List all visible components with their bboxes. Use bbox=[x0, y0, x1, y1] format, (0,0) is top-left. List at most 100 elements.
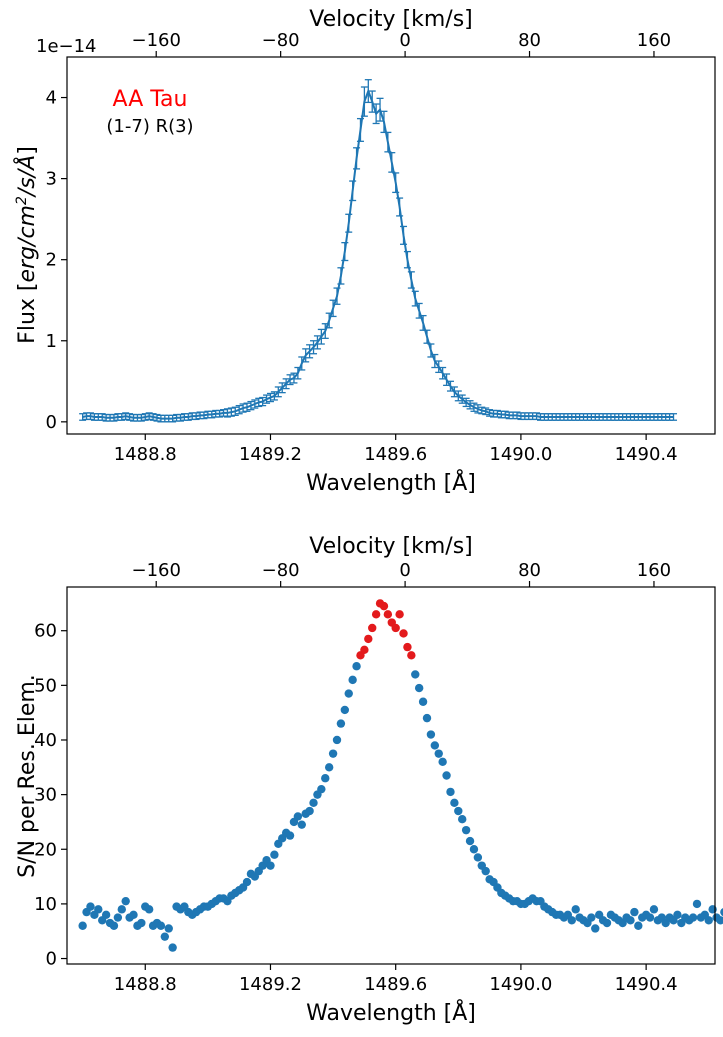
snr-x-axis-label: Wavelength [Å] bbox=[306, 999, 476, 1026]
snr-point bbox=[567, 916, 576, 925]
snr-point bbox=[324, 763, 334, 772]
velocity-tick-label: 0 bbox=[399, 30, 410, 51]
flux-velocity-axis-label: Velocity [km/s] bbox=[309, 7, 473, 32]
snr-point bbox=[160, 932, 170, 941]
snr-point bbox=[293, 812, 303, 821]
snr-point bbox=[602, 918, 612, 928]
velocity-tick-label: 0 bbox=[399, 560, 410, 581]
velocity-tick-label: −80 bbox=[262, 30, 300, 51]
snr-point-highlight bbox=[379, 601, 389, 611]
snr-point bbox=[426, 730, 436, 739]
snr-point bbox=[328, 749, 338, 758]
snr-point bbox=[630, 907, 639, 917]
snr-point bbox=[442, 771, 451, 780]
snr-point bbox=[113, 913, 123, 922]
snr-ticks: 1488.8 1489.2 1489.6 1490.0 1490.4 −160 −80 0 80… bbox=[34, 560, 678, 995]
velocity-tick-label: 80 bbox=[518, 30, 541, 51]
velocity-tick-label: 160 bbox=[637, 30, 671, 51]
flux-ticks: 1488.8 1489.2 1489.6 1490.0 1490.4 −160 −80 0 80… bbox=[46, 30, 678, 465]
snr-point bbox=[473, 853, 483, 862]
x-tick-label: 1489.2 bbox=[239, 444, 302, 465]
x-tick-label: 1489.2 bbox=[239, 974, 302, 995]
velocity-tick-label: −160 bbox=[131, 560, 180, 581]
snr-point bbox=[340, 705, 350, 715]
flux-ylabel-prefix: Flux [ bbox=[15, 283, 40, 344]
snr-point bbox=[305, 806, 314, 816]
snr-point bbox=[352, 662, 361, 671]
x-tick-label: 1488.8 bbox=[114, 974, 177, 995]
snr-point bbox=[86, 902, 95, 911]
snr-point-highlight bbox=[383, 610, 393, 619]
y-tick-label: 1 bbox=[46, 331, 57, 352]
y-tick-label: 60 bbox=[34, 621, 57, 642]
flux-x-axis-label: Wavelength [Å] bbox=[306, 469, 476, 496]
flux-ylabel-expr: erg/cm bbox=[15, 205, 40, 282]
flux-panel: 1488.8 1489.2 1489.6 1490.0 1490.4 −160 −80 0 80… bbox=[13, 7, 716, 496]
snr-point bbox=[297, 820, 306, 829]
snr-point bbox=[446, 787, 455, 797]
transition-annotation: (1-7) R(3) bbox=[106, 116, 193, 137]
x-tick-label: 1490.4 bbox=[615, 974, 678, 995]
velocity-tick-label: −160 bbox=[131, 30, 180, 51]
velocity-tick-label: 80 bbox=[518, 560, 541, 581]
snr-point bbox=[626, 916, 635, 925]
snr-points bbox=[78, 599, 723, 952]
y-tick-label: 40 bbox=[34, 730, 57, 751]
snr-point bbox=[430, 741, 440, 750]
snr-point bbox=[450, 798, 459, 808]
snr-point bbox=[411, 670, 420, 679]
y-tick-label: 20 bbox=[34, 839, 57, 860]
snr-point bbox=[688, 913, 698, 922]
snr-point bbox=[332, 735, 342, 745]
snr-point bbox=[309, 798, 318, 808]
flux-ylabel-expr2: /s/Å bbox=[13, 155, 40, 198]
snr-point bbox=[438, 757, 447, 767]
velocity-tick-label: 160 bbox=[637, 560, 671, 581]
y-tick-label: 4 bbox=[46, 88, 57, 109]
y-tick-label: 10 bbox=[34, 894, 57, 915]
snr-point bbox=[109, 921, 119, 930]
snr-point bbox=[465, 836, 475, 846]
x-tick-label: 1490.0 bbox=[489, 974, 552, 995]
snr-point bbox=[634, 921, 643, 930]
snr-point bbox=[704, 916, 713, 925]
snr-point bbox=[321, 774, 330, 783]
flux-errorbars bbox=[79, 79, 678, 423]
snr-point bbox=[121, 896, 130, 906]
snr-point bbox=[168, 943, 177, 952]
snr-point-highlight bbox=[371, 610, 381, 619]
flux-y-axis-label: Flux [erg/cm2/s/Å] bbox=[13, 146, 40, 344]
snr-velocity-axis-label: Velocity [km/s] bbox=[309, 534, 473, 559]
snr-point bbox=[716, 916, 723, 925]
flux-ylabel-suffix: ] bbox=[15, 146, 40, 155]
snr-point bbox=[673, 910, 682, 920]
snr-point bbox=[414, 683, 424, 693]
snr-point bbox=[285, 831, 295, 840]
snr-point bbox=[571, 905, 580, 914]
y-tick-label: 2 bbox=[46, 250, 57, 271]
x-tick-label: 1489.6 bbox=[364, 444, 427, 465]
x-tick-label: 1489.6 bbox=[364, 974, 427, 995]
flux-y-offset-label: 1e−14 bbox=[36, 36, 97, 57]
snr-point bbox=[144, 905, 154, 914]
snr-point bbox=[348, 675, 357, 685]
target-annotation: AA Tau bbox=[113, 87, 188, 112]
snr-point bbox=[156, 921, 166, 930]
snr-y-axis-label: S/N per Res. Elem. bbox=[15, 674, 40, 878]
snr-point-highlight bbox=[407, 651, 416, 660]
snr-point bbox=[137, 918, 146, 928]
snr-point bbox=[692, 899, 702, 909]
snr-point bbox=[266, 861, 275, 870]
snr-point bbox=[242, 877, 252, 887]
y-tick-label: 0 bbox=[46, 949, 57, 970]
snr-point bbox=[649, 905, 659, 914]
snr-point-highlight bbox=[360, 645, 369, 655]
snr-panel: 1488.8 1489.2 1489.6 1490.0 1490.4 −160 −80 0 80… bbox=[15, 534, 723, 1026]
snr-point bbox=[270, 850, 279, 859]
snr-axes-frame bbox=[66, 586, 716, 965]
snr-point bbox=[587, 913, 596, 922]
snr-point bbox=[336, 719, 346, 728]
snr-point-highlight bbox=[368, 623, 377, 633]
flux-ylabel-sup: 2 bbox=[14, 196, 30, 205]
